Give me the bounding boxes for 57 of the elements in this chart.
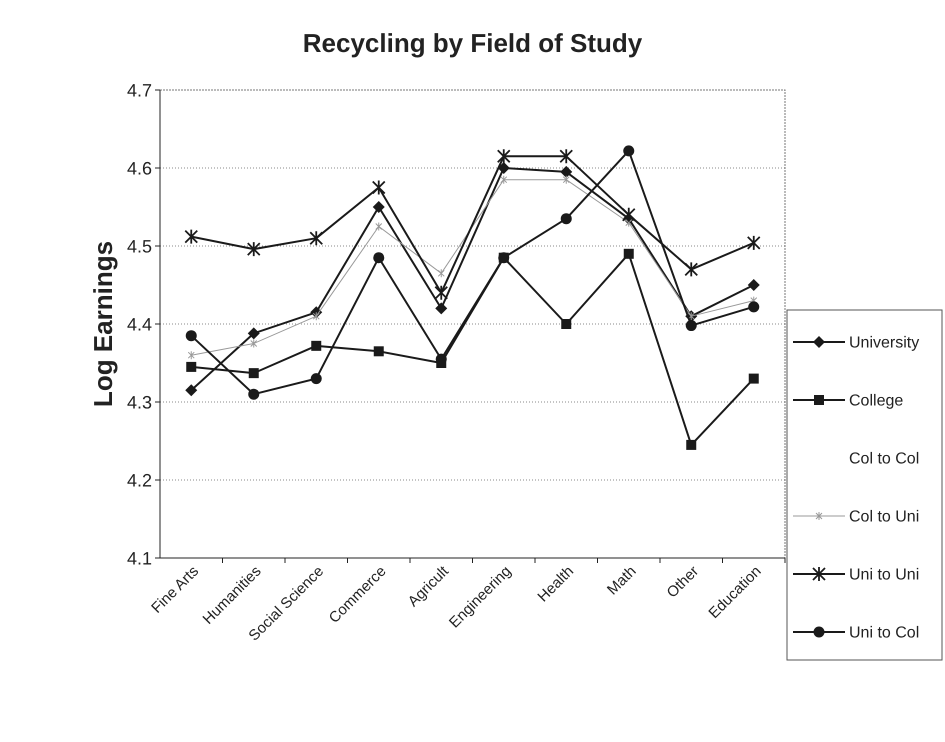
point xyxy=(748,279,760,291)
point xyxy=(372,201,385,213)
point xyxy=(372,180,386,196)
y-tick-label: 4.6 xyxy=(126,158,152,178)
text: Col to Col xyxy=(849,450,920,468)
point xyxy=(435,302,448,314)
point xyxy=(748,301,760,312)
y-tick-label: 4.2 xyxy=(126,470,152,490)
chart-title: Recycling by Field of Study xyxy=(302,28,643,58)
point xyxy=(561,319,572,329)
point xyxy=(250,339,258,348)
point xyxy=(375,222,382,231)
point xyxy=(248,388,260,400)
point xyxy=(748,374,759,384)
point xyxy=(559,148,574,164)
legend-label: Uni to Uni xyxy=(849,566,920,584)
point xyxy=(186,362,196,372)
point xyxy=(686,440,696,450)
point xyxy=(309,230,324,246)
point xyxy=(560,166,572,178)
y-axis-title: Log Earnings xyxy=(88,240,118,408)
point xyxy=(684,262,698,278)
point xyxy=(312,312,320,321)
y-tick-label: 4.1 xyxy=(126,548,152,568)
point xyxy=(248,368,259,378)
point xyxy=(246,241,261,258)
point xyxy=(184,228,198,245)
point xyxy=(185,384,198,396)
point xyxy=(624,248,634,259)
point xyxy=(434,284,448,301)
point xyxy=(686,320,697,332)
point xyxy=(188,350,195,360)
y-tick-label: 4.4 xyxy=(126,314,152,334)
point xyxy=(186,330,197,342)
y-tick-label: 4.5 xyxy=(126,236,152,256)
point xyxy=(560,213,572,224)
point xyxy=(496,148,511,164)
point xyxy=(622,206,636,223)
point xyxy=(625,218,632,228)
y-tick-label: 4.7 xyxy=(126,80,152,100)
point xyxy=(688,312,695,321)
point xyxy=(248,327,260,340)
y-tick-label: 4.3 xyxy=(126,392,152,412)
legend-label: University xyxy=(849,334,920,352)
point xyxy=(623,145,634,156)
legend-label: Col to Uni xyxy=(849,508,920,526)
point xyxy=(438,268,445,278)
point xyxy=(374,346,384,356)
point xyxy=(500,175,508,184)
point xyxy=(311,340,322,351)
point xyxy=(746,234,761,251)
point xyxy=(373,252,384,264)
point xyxy=(310,373,322,384)
point xyxy=(498,162,510,174)
legend-label: Uni to Col xyxy=(849,624,920,642)
legend-label: College xyxy=(849,392,904,410)
point xyxy=(562,175,570,184)
